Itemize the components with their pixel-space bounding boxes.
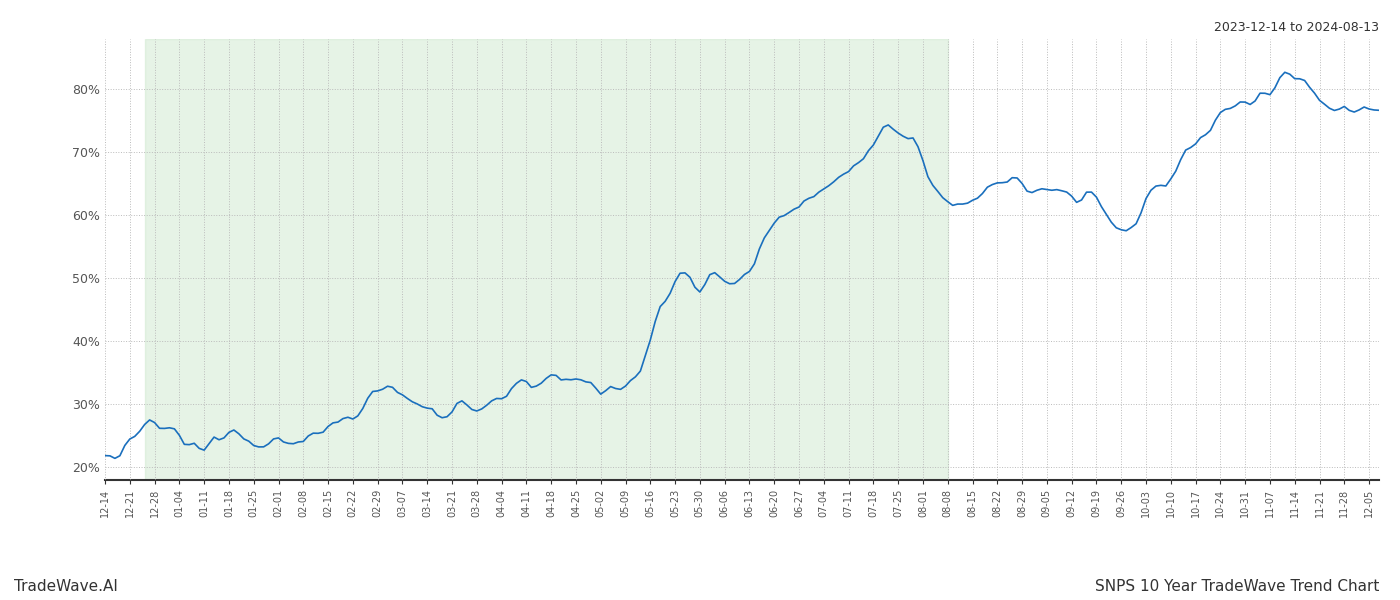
Text: SNPS 10 Year TradeWave Trend Chart: SNPS 10 Year TradeWave Trend Chart [1095, 579, 1379, 594]
Bar [144, 39, 948, 480]
Text: 2023-12-14 to 2024-08-13: 2023-12-14 to 2024-08-13 [1214, 21, 1379, 34]
Text: TradeWave.AI: TradeWave.AI [14, 579, 118, 594]
